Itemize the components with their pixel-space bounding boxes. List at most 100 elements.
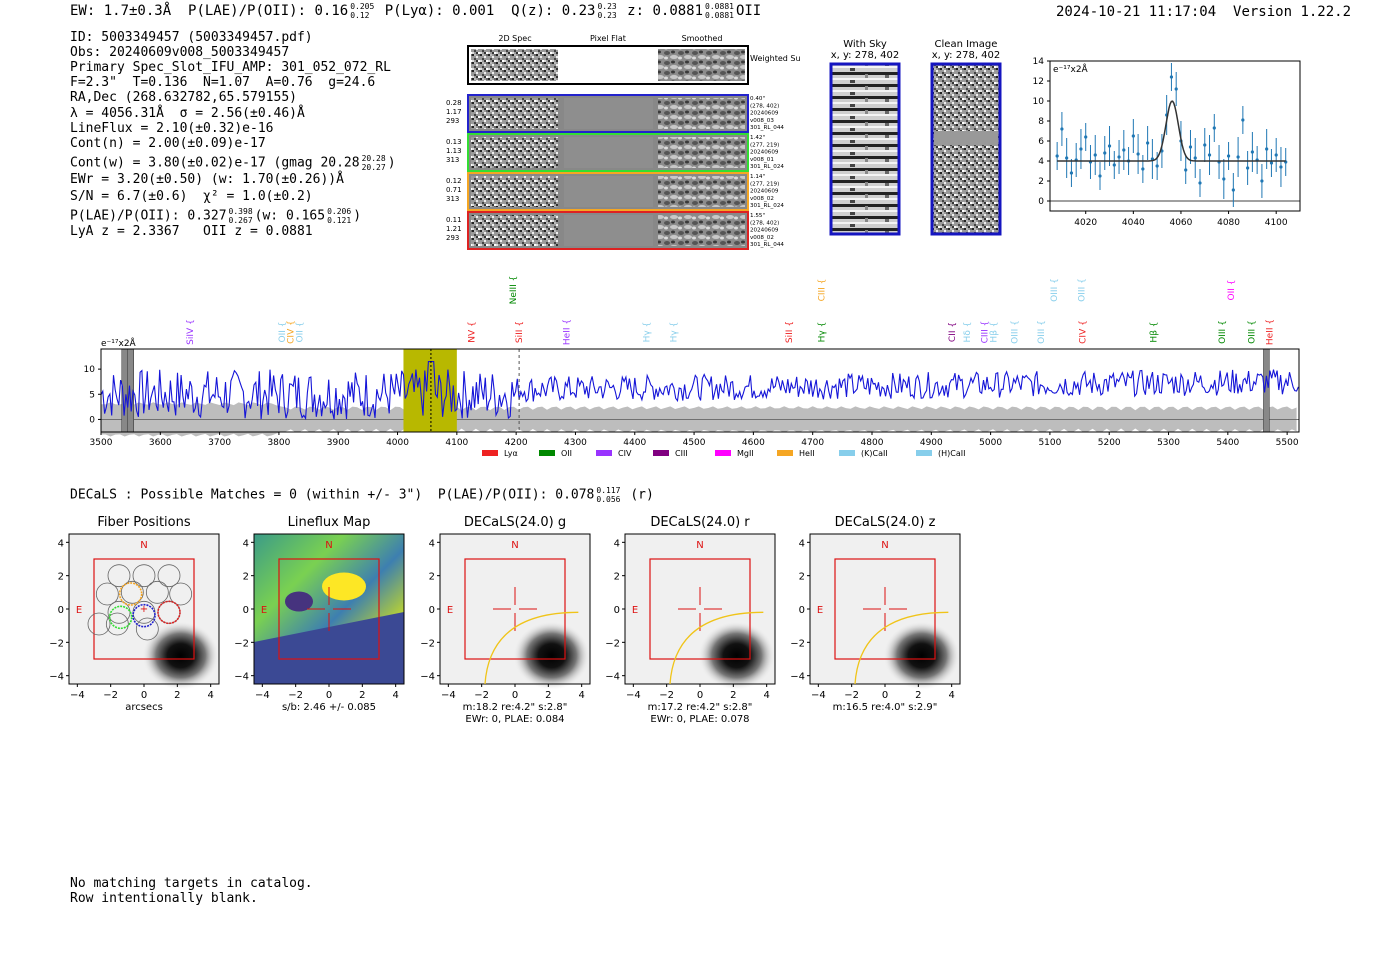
panel-xtick-label: −2 xyxy=(659,690,674,701)
cutout-right-label: v008_02 xyxy=(750,196,774,202)
zoom-point xyxy=(1198,181,1202,185)
zoom-ytick-label: 4 xyxy=(1038,157,1044,167)
panel-title: DECaLS(24.0) g xyxy=(464,515,566,530)
spectrum-xtick-label: 5300 xyxy=(1157,438,1180,448)
header-timestamp-version: 2024-10-21 11:17:04 Version 1.22.2 xyxy=(1056,4,1351,20)
panel-xtick-label: −4 xyxy=(255,690,270,701)
legend-label: (K)CaII xyxy=(861,449,888,458)
spectrum-flux-line xyxy=(100,361,1299,421)
info-lambda: λ = 4056.31Å σ = 2.56(±0.46)Å xyxy=(70,106,305,121)
zoom-point xyxy=(1112,163,1116,167)
weighted-2d xyxy=(471,49,558,81)
legend-swatch xyxy=(916,450,932,456)
panel-title: Fiber Positions xyxy=(97,515,190,530)
legend-label: Lyα xyxy=(504,449,518,458)
legend-label: MgII xyxy=(737,449,754,458)
north-label: N xyxy=(325,540,332,551)
image-panel: Lineflux Map N E −4 −4 −2 −2 0 0 2 2 4 4 s/b: 2.46 +/… xyxy=(234,515,405,713)
header-z-value: 0.0881 xyxy=(652,3,704,19)
spectrum-xtick-label: 4200 xyxy=(505,438,528,448)
cutout-2d xyxy=(471,176,558,207)
info-lya-z: LyA z = 2.3367 OII z = 0.0881 xyxy=(70,224,313,239)
panel-ytick-label: 0 xyxy=(243,605,249,616)
cutout-flat xyxy=(564,215,653,246)
zoom-point xyxy=(1093,153,1097,157)
east-label: E xyxy=(76,605,82,616)
info-primary: Primary Spec_Slot_IFU_AMP: 301_052_072_R… xyxy=(70,60,391,75)
panel-ytick-label: 0 xyxy=(614,605,620,616)
spectral-line-label: Hγ { xyxy=(643,322,653,343)
panel-xtick-label: 2 xyxy=(545,690,551,701)
clean-image xyxy=(930,62,1002,236)
spectral-line-label: HeII { xyxy=(1265,319,1275,345)
spectral-line-label: Hγ { xyxy=(818,322,828,343)
spectrum-xtick-label: 3600 xyxy=(149,438,172,448)
spectral-line-label: OIII { xyxy=(1218,320,1228,344)
cutout-left-label: 1.21 xyxy=(446,225,462,233)
north-label: N xyxy=(140,540,147,551)
header-ew: EW: 1.7±0.3Å xyxy=(70,3,172,19)
decals-hi: 0.117 xyxy=(596,486,621,495)
panel-ytick-label: −4 xyxy=(420,672,435,683)
cutout-left-label: 313 xyxy=(446,195,459,203)
cutout-right-label: 301_RL_024 xyxy=(750,164,784,170)
cutout-left-label: 293 xyxy=(446,234,459,242)
weighted-label: Weighted Sum xyxy=(750,54,800,63)
cutout-right-label: 20240609 xyxy=(750,189,779,195)
fiber-circle xyxy=(157,564,181,588)
info-id: ID: 5003349457 (5003349457.pdf) xyxy=(70,30,313,45)
cutout-right-label: (277, 219) xyxy=(750,181,779,187)
info-contn: Cont(n) = 2.00(±0.09)e-17 xyxy=(70,136,266,151)
cutout-right-label: v008_03 xyxy=(750,118,774,124)
spectral-line-label: Hβ { xyxy=(1150,321,1160,342)
zoom-point xyxy=(1274,153,1278,157)
zoom-point xyxy=(1193,156,1197,160)
panel-title: Lineflux Map xyxy=(288,515,371,530)
panel-xtick-label: −2 xyxy=(844,690,859,701)
info-plae-w-lo: 0.121 xyxy=(327,216,352,225)
cutout-left-label: 0.11 xyxy=(446,216,462,224)
spectral-line-label: CIV { xyxy=(1078,320,1088,344)
info-plae-lo: 0.267 xyxy=(228,216,253,225)
cutout-right-label: 20240609 xyxy=(750,228,779,234)
cutout-right-label: 301_RL_024 xyxy=(750,203,784,209)
spectrum-xtick-label: 5200 xyxy=(1098,438,1121,448)
zoom-point xyxy=(1055,154,1059,158)
spectral-line-label: CIV { xyxy=(287,320,297,344)
fiber-circle xyxy=(87,612,111,636)
zoom-xtick-label: 4080 xyxy=(1217,218,1240,228)
header-plae-lo: 0.12 xyxy=(350,11,370,20)
zoom-ytick-label: 12 xyxy=(1033,77,1044,87)
spectrum-xtick-label: 4300 xyxy=(564,438,587,448)
spectrum-xtick-label: 4500 xyxy=(683,438,706,448)
version: Version 1.22.2 xyxy=(1233,4,1352,20)
panel-caption: m:16.5 re:4.0" s:2.9" xyxy=(833,702,938,713)
cutout-left-label: 0.71 xyxy=(446,186,462,194)
legend-label: CIII xyxy=(675,449,688,458)
panel-ytick-label: −2 xyxy=(790,638,805,649)
spectral-line-label: SiIV { xyxy=(186,319,196,345)
fiber-circle xyxy=(169,582,193,606)
lineflux-blob xyxy=(322,572,366,601)
info-plae: P(LAE)/P(OII): 0.327 xyxy=(70,208,227,224)
panel-xtick-label: 2 xyxy=(359,690,365,701)
timestamp: 2024-10-21 11:17:04 xyxy=(1056,4,1217,20)
panel-title: DECaLS(24.0) r xyxy=(650,515,750,530)
panel-xtick-label: 4 xyxy=(578,690,584,701)
panel-caption: EWr: 0, PLAE: 0.078 xyxy=(650,714,749,725)
spectral-line-label: OII { xyxy=(278,322,288,343)
panel-ytick-label: 0 xyxy=(429,605,435,616)
legend-swatch xyxy=(653,450,669,456)
panel-ytick-label: 4 xyxy=(58,538,64,549)
header-z-line: OII xyxy=(735,3,762,19)
panel-ytick-label: −4 xyxy=(49,672,64,683)
legend-label: OII xyxy=(561,449,572,458)
aperture-box xyxy=(834,558,936,660)
info-plae-w-hi: 0.206 xyxy=(327,207,352,216)
zoom-point xyxy=(1269,161,1274,165)
lineflux-blob xyxy=(285,591,313,612)
image-panels: Fiber Positions + N E −4 −4 −2 −2 0 0 2 2 4 4 arcsecs L… xyxy=(49,515,961,725)
zoom-point xyxy=(1155,164,1159,168)
footer-line2: Row intentionally blank. xyxy=(70,891,258,906)
cutout-smooth xyxy=(658,137,745,168)
